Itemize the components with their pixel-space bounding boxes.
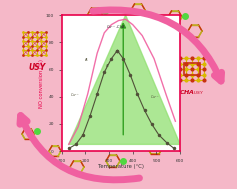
Text: $Cu^{2+}$: $Cu^{2+}$ [70,91,80,99]
Y-axis label: NO conversion (%): NO conversion (%) [39,59,44,108]
Polygon shape [69,15,180,144]
Text: CHA$_{USY}$: CHA$_{USY}$ [179,89,205,98]
Text: $Cu^{2+}$: $Cu^{2+}$ [150,94,160,101]
X-axis label: Temperature (°C): Temperature (°C) [98,164,144,169]
Bar [184,63,200,75]
Text: USY: USY [28,64,46,73]
Text: Al: Al [106,64,109,68]
Text: Al: Al [85,58,88,62]
Text: $Cu^{2+}$-$CHA$: $Cu^{2+}$-$CHA$ [106,23,126,31]
